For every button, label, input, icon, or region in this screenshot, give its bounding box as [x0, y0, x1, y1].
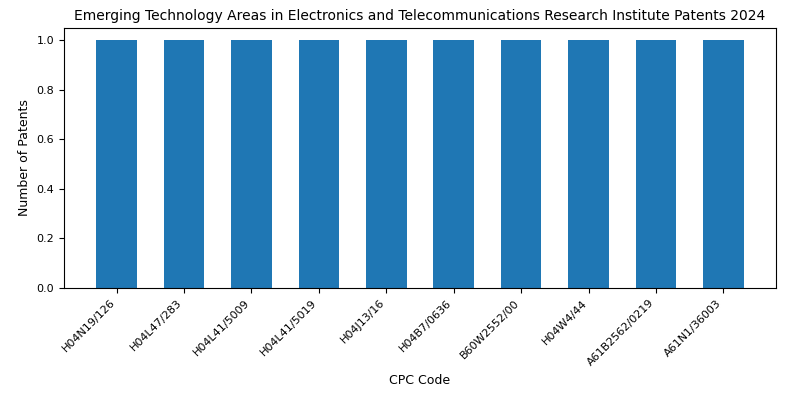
Bar: [96, 40, 137, 288]
Bar: [501, 40, 542, 288]
Y-axis label: Number of Patents: Number of Patents: [18, 100, 31, 216]
Bar: [366, 40, 406, 288]
Bar: [164, 40, 204, 288]
Title: Emerging Technology Areas in Electronics and Telecommunications Research Institu: Emerging Technology Areas in Electronics…: [74, 9, 766, 23]
Bar: [568, 40, 609, 288]
Bar: [636, 40, 676, 288]
Bar: [434, 40, 474, 288]
Bar: [703, 40, 744, 288]
X-axis label: CPC Code: CPC Code: [390, 374, 450, 387]
Bar: [231, 40, 272, 288]
Bar: [298, 40, 339, 288]
